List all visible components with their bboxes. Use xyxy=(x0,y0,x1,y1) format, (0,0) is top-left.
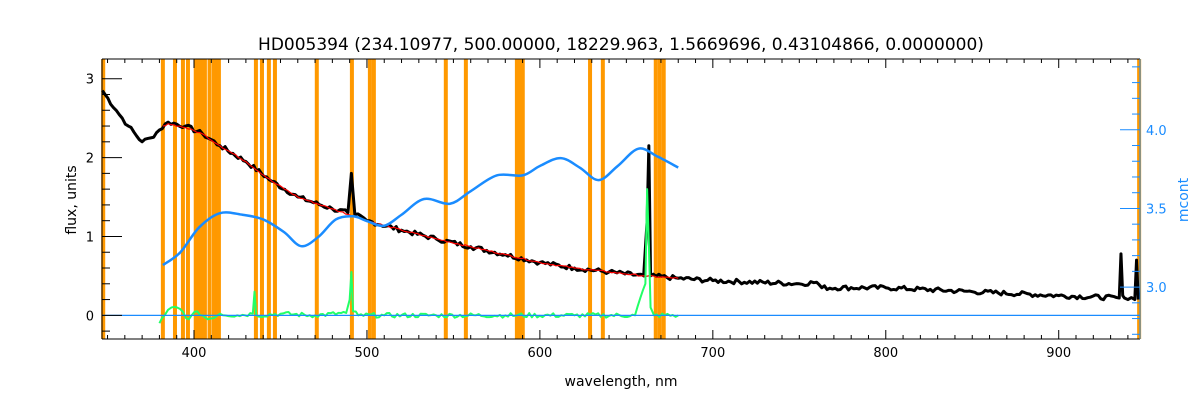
mask-line xyxy=(514,59,519,339)
series-flux xyxy=(101,89,1140,302)
mask-line xyxy=(367,59,372,339)
x-tick-label: 500 xyxy=(355,346,380,361)
mask-line xyxy=(202,59,207,339)
mask-line xyxy=(600,59,605,339)
series-group xyxy=(101,89,1140,324)
mask-line xyxy=(661,59,666,339)
mask-line xyxy=(172,59,177,339)
y2-axis-label: mcont xyxy=(1176,177,1192,222)
x-tick-label: 900 xyxy=(1046,346,1071,361)
mask-line xyxy=(314,59,319,339)
mask-line xyxy=(101,59,106,339)
series-mcont xyxy=(162,147,679,267)
mask-line xyxy=(253,59,258,339)
mask-line xyxy=(1137,59,1142,339)
x-tick-label: 600 xyxy=(527,346,552,361)
mask-line xyxy=(259,59,264,339)
chart-title: HD005394 (234.10977, 500.00000, 18229.96… xyxy=(258,35,984,55)
mask-line xyxy=(197,59,202,339)
series-model xyxy=(162,123,679,279)
mask-line xyxy=(193,59,198,339)
mask-line xyxy=(588,59,593,339)
y2-tick-label: 3.0 xyxy=(1146,281,1167,296)
mask-line xyxy=(216,59,221,339)
mask-line xyxy=(520,59,525,339)
mask-line xyxy=(211,59,216,339)
x-tick-label: 700 xyxy=(700,346,725,361)
mask-line xyxy=(657,59,662,339)
x-axis-label: wavelength, nm xyxy=(565,374,678,390)
mask-line xyxy=(517,59,522,339)
mask-line xyxy=(180,59,185,339)
mask-line xyxy=(199,59,204,339)
y-axis-label: flux, units xyxy=(64,165,80,234)
mask-line xyxy=(653,59,658,339)
y-tick-label: 2 xyxy=(86,152,94,167)
y2-tick-label: 3.5 xyxy=(1146,202,1167,217)
y2-tick-label: 4.0 xyxy=(1146,124,1167,139)
mask-line xyxy=(160,59,165,339)
mask-line xyxy=(185,59,190,339)
axes: 400 500 600 700 800 900 0 1 2 3 3.0 3.5 4.0 xyxy=(86,58,1167,361)
mask-line xyxy=(349,59,354,339)
x-tick-label: 400 xyxy=(182,346,207,361)
mask-line xyxy=(443,59,448,339)
series-residual xyxy=(158,188,679,324)
mask-line xyxy=(371,59,376,339)
y-tick-label: 0 xyxy=(86,309,94,324)
mask-line xyxy=(207,59,212,339)
mask-lines xyxy=(101,59,1142,339)
x-tick-label: 800 xyxy=(873,346,898,361)
mask-line xyxy=(266,59,271,339)
mask-line xyxy=(272,59,277,339)
y-tick-label: 1 xyxy=(86,230,94,245)
mask-line xyxy=(463,59,468,339)
y-tick-label: 3 xyxy=(86,73,94,88)
